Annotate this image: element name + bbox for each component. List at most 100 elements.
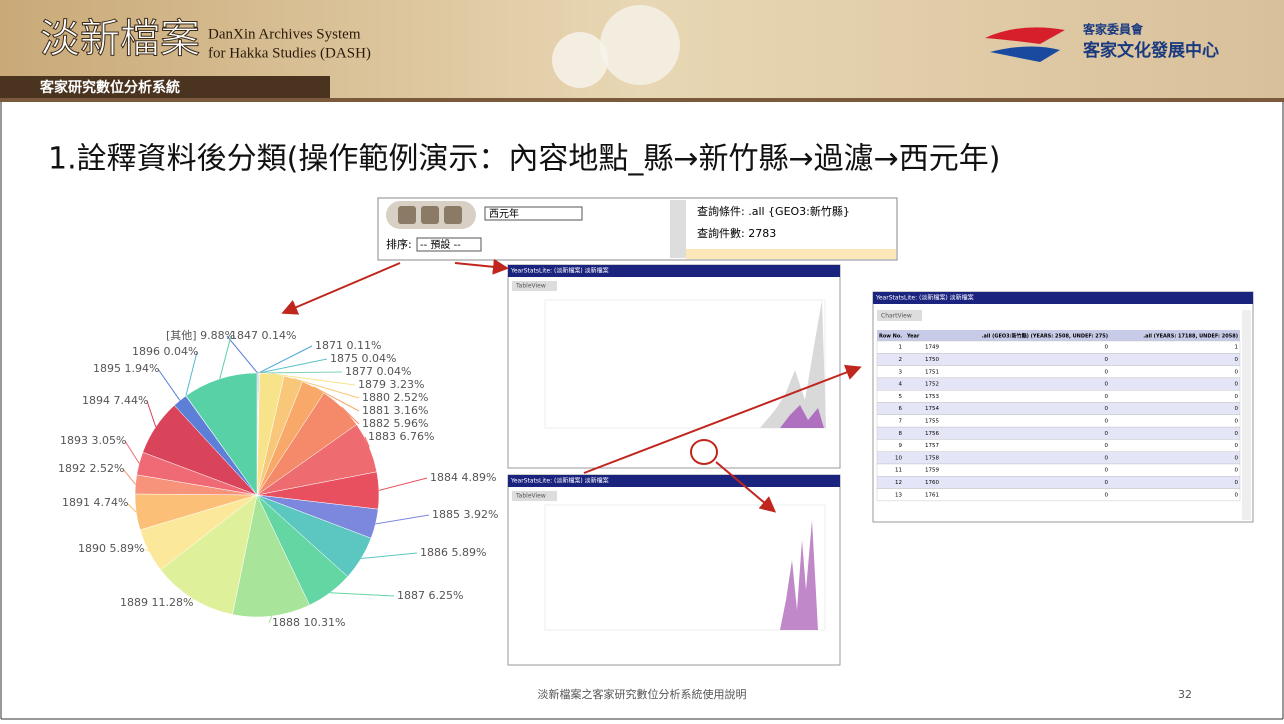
scrollbar[interactable]: [670, 200, 686, 258]
table-cell: 6: [899, 406, 903, 412]
table-cell: 0: [1105, 492, 1109, 498]
leader-line: [361, 553, 417, 559]
leader-line: [158, 369, 180, 400]
pie-label-category: 1895: [93, 362, 121, 375]
pie-label: 1893 3.05%: [60, 434, 126, 447]
pie-label: 1892 2.52%: [58, 462, 124, 475]
header-subtitle: DanXin Archives System: [208, 26, 361, 42]
org-name: 客家文化發展中心: [1082, 40, 1219, 61]
table-cell: 5: [899, 394, 903, 400]
status-strip: [686, 249, 896, 259]
icon-button[interactable]: [421, 206, 439, 224]
pie-label-category: 1875: [330, 352, 358, 365]
pie-label-category: 1887: [397, 589, 425, 602]
table-cell: 10: [895, 455, 902, 461]
slide: 淡新檔案 DanXin Archives System for Hakka St…: [0, 0, 1284, 720]
table-cell: 0: [1105, 431, 1109, 437]
header-subtitle: for Hakka Studies (DASH): [208, 45, 371, 61]
table-cell: 0: [1235, 382, 1239, 388]
table-cell: 2: [899, 357, 903, 363]
table-cell: 1: [1235, 345, 1239, 351]
table-cell: 0: [1105, 394, 1109, 400]
table-cell: 0: [1105, 369, 1109, 375]
table-header: .all (YEARS: 17188, UNDEF: 2058): [1143, 334, 1238, 340]
pie-label-category: 1879: [358, 378, 386, 391]
pie-label: [其他] 9.88%: [166, 329, 235, 342]
panel-title: YearStatsLite: (淡新檔案) 淡新檔案: [510, 477, 609, 485]
pie-label-value: 3.16%: [394, 404, 429, 417]
icon-button[interactable]: [398, 206, 416, 224]
pie-label-value: 1.94%: [125, 362, 160, 375]
leader-line: [258, 346, 312, 373]
table-cell: 8: [899, 431, 903, 437]
pie-label-value: 2.52%: [394, 391, 429, 404]
table-cell: 0: [1235, 369, 1239, 375]
table-header: Year: [906, 334, 920, 340]
table-cell: 1749: [925, 345, 939, 351]
leader-line: [220, 336, 231, 379]
icon-button[interactable]: [444, 206, 462, 224]
pie-label: 1885 3.92%: [432, 508, 498, 521]
pie-label-value: 9.88%: [200, 329, 235, 342]
arrow: [455, 263, 505, 268]
pie-label-category: 1883: [368, 430, 396, 443]
pie-label: 1882 5.96%: [362, 417, 428, 430]
table-cell: 0: [1105, 443, 1109, 449]
table-cell: 12: [895, 480, 902, 486]
pie-label-category: 1886: [420, 546, 448, 559]
table-cell: 1756: [925, 431, 939, 437]
pie-label-value: 6.25%: [429, 589, 464, 602]
table-cell: 0: [1105, 406, 1109, 412]
sort-select-text: -- 預設 --: [420, 238, 461, 251]
table-cell: 7: [899, 418, 903, 424]
pie-label-value: 5.89%: [452, 546, 487, 559]
table-cell: 0: [1105, 480, 1109, 486]
pie-label-value: 5.89%: [110, 542, 145, 555]
pie-label-category: 1890: [78, 542, 106, 555]
leader-line: [259, 359, 327, 373]
pie-label-category: 1885: [432, 508, 460, 521]
arrow: [285, 263, 400, 312]
table-cell: 1754: [925, 406, 939, 412]
table-header: Row No.: [879, 334, 902, 340]
org-name: 客家委員會: [1082, 22, 1144, 37]
pie-label-value: 3.23%: [390, 378, 425, 391]
scrollbar[interactable]: [1242, 310, 1251, 520]
pie-label-value: 2.52%: [90, 462, 125, 475]
table-cell: 0: [1235, 480, 1239, 486]
table-cell: 1757: [925, 443, 939, 449]
flower: [552, 32, 608, 88]
sort-label: 排序:: [386, 237, 412, 251]
pie-label: 1891 4.74%: [62, 496, 128, 509]
pie-label-value: 6.76%: [400, 430, 435, 443]
pie-label: 1887 6.25%: [397, 589, 463, 602]
table-cell: 1753: [925, 394, 939, 400]
pie-label-category: 1881: [362, 404, 390, 417]
table-cell: 1751: [925, 369, 939, 375]
pie-label-value: 3.05%: [92, 434, 127, 447]
pie-label-value: 0.04%: [362, 352, 397, 365]
pie-label: 1890 5.89%: [78, 542, 144, 555]
table-cell: 0: [1235, 418, 1239, 424]
pie-label: 1847 0.14%: [230, 329, 296, 342]
footer-text: 淡新檔案之客家研究數位分析系統使用說明: [538, 687, 747, 701]
leader-line: [259, 372, 342, 373]
pie-label: 1889 11.28%: [120, 596, 193, 609]
pie-label: 1896 0.04%: [132, 345, 198, 358]
pie-label-value: 4.74%: [94, 496, 129, 509]
leader-line: [379, 478, 427, 490]
field-select-text: 西元年: [489, 207, 519, 220]
panel-title: YearStatsLite: (淡新檔案) 淡新檔案: [510, 267, 609, 275]
pie-chart: 1847 0.14%1871 0.11%1875 0.04%1877 0.04%…: [58, 329, 498, 629]
pie-label-category: 1891: [62, 496, 90, 509]
table-cell: 11: [895, 468, 902, 474]
table-cell: 0: [1235, 468, 1239, 474]
header-title: 淡新檔案: [40, 16, 200, 62]
table-cell: 0: [1235, 394, 1239, 400]
pie-label-category: 1896: [132, 345, 160, 358]
panel-title: YearStatsLite: (淡新檔案) 淡新檔案: [875, 294, 974, 302]
pie-label-category: 1880: [362, 391, 390, 404]
pie-label-value: 0.04%: [164, 345, 199, 358]
pie-label-value: 10.31%: [304, 616, 346, 629]
table-cell: 0: [1235, 443, 1239, 449]
